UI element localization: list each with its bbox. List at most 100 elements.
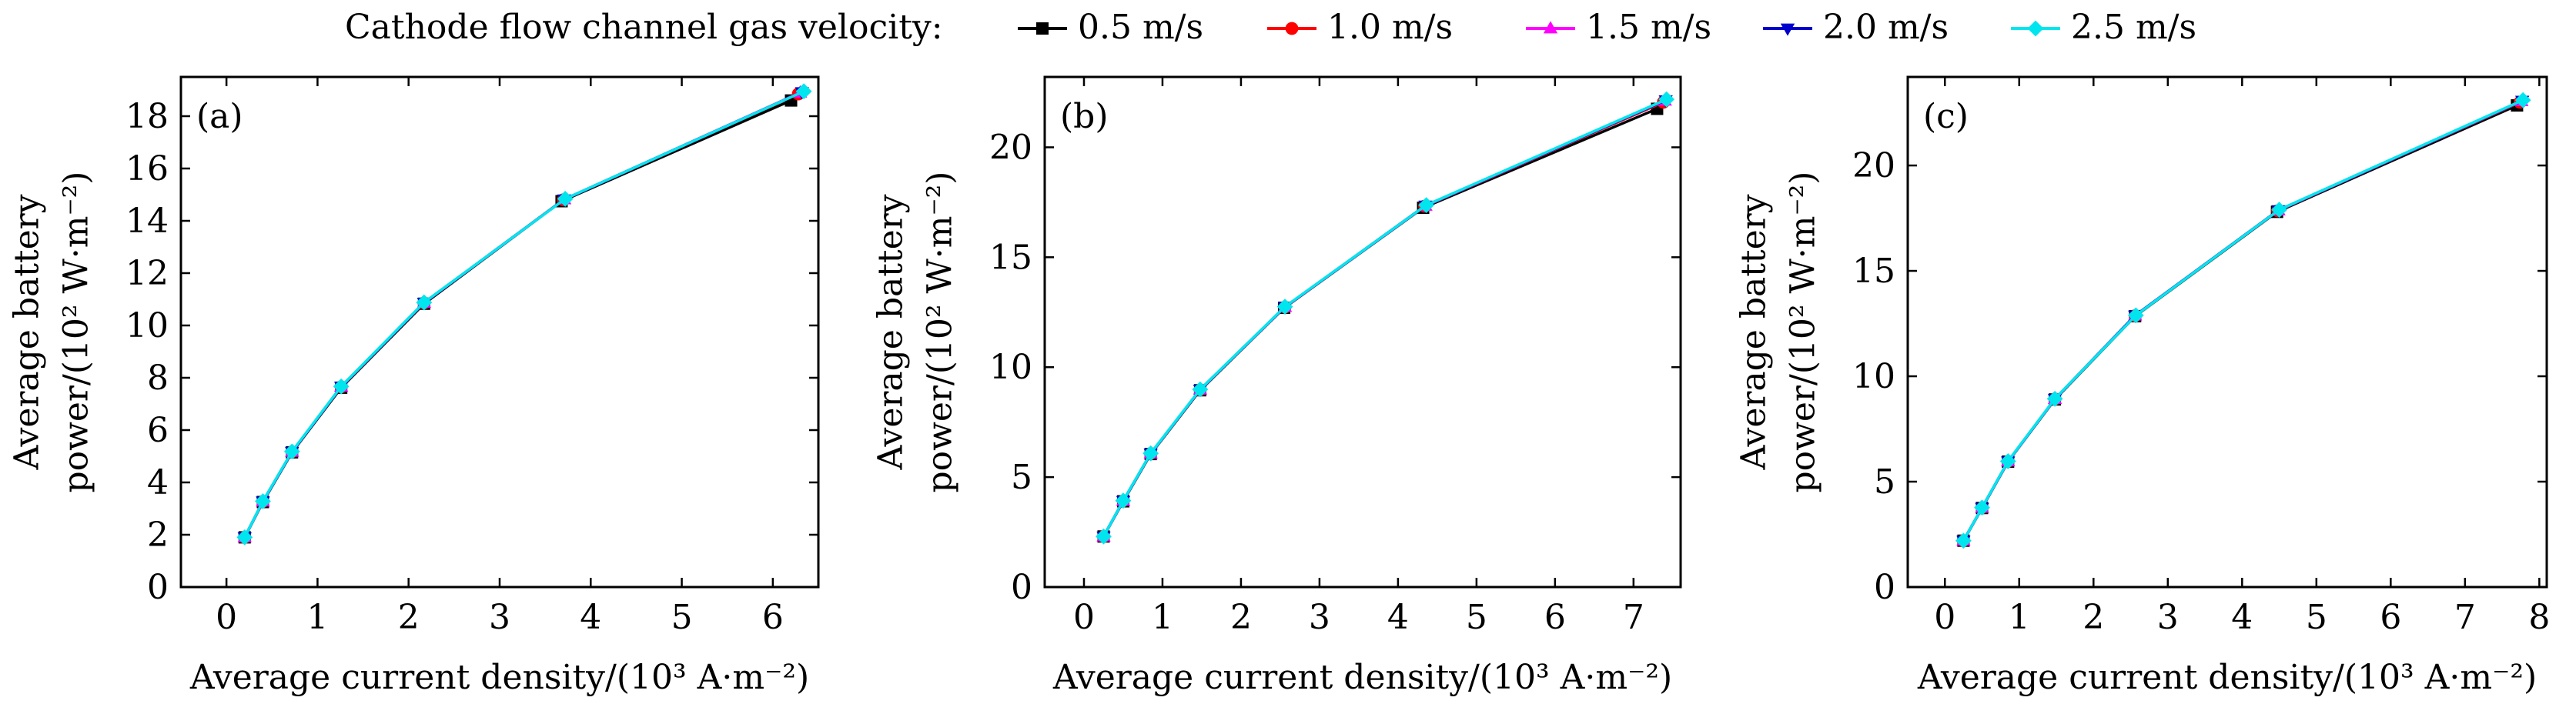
- series-1-0-m-s: [1097, 95, 1670, 543]
- y-axis-title-line2: power/(10² W·m⁻²): [57, 172, 96, 493]
- series-1-0-m-s: [1956, 95, 2527, 548]
- y-tick-label: 5: [1874, 462, 1895, 502]
- x-tick-label: 5: [2306, 598, 2327, 637]
- legend-item-0-5-m-s: 0.5 m/s: [1018, 8, 1203, 47]
- data-point: [2271, 202, 2287, 218]
- x-tick-label: 1: [2009, 598, 2030, 637]
- x-tick-label: 3: [1309, 598, 1330, 637]
- x-tick-label: 3: [2157, 598, 2179, 637]
- data-point: [1096, 528, 1112, 545]
- legend-label: 0.5 m/s: [1078, 8, 1203, 47]
- legend-marker: [1780, 23, 1795, 36]
- series-line: [243, 92, 799, 539]
- series-0-5-m-s: [1097, 102, 1664, 543]
- series-line: [1962, 104, 2518, 542]
- series-line: [243, 90, 805, 539]
- legend-marker: [1036, 22, 1049, 35]
- x-tick-label: 0: [1934, 598, 1955, 637]
- series-line: [1102, 98, 1668, 538]
- legend: Cathode flow channel gas velocity: 0.5 m…: [345, 8, 2196, 47]
- series-line: [1102, 99, 1666, 538]
- series-2-5-m-s: [1955, 92, 2531, 549]
- legend-marker: [2027, 20, 2044, 37]
- y-tick-label: 0: [1011, 568, 1032, 607]
- x-tick-label: 4: [1387, 598, 1409, 637]
- series-2-0-m-s: [1956, 95, 2530, 549]
- y-tick-label: 4: [147, 463, 169, 502]
- y-tick-label: 0: [147, 568, 169, 607]
- legend-label: 1.0 m/s: [1327, 8, 1453, 47]
- series-0-5-m-s: [1957, 98, 2524, 547]
- series-2-0-m-s: [1096, 95, 1673, 544]
- data-point: [1999, 453, 2016, 469]
- x-tick-label: 2: [2083, 598, 2104, 637]
- x-tick-label: 0: [1073, 598, 1095, 637]
- data-point: [795, 83, 812, 100]
- y-tick-label: 15: [989, 238, 1032, 277]
- series-2-0-m-s: [237, 87, 809, 545]
- x-tick-label: 0: [216, 598, 237, 637]
- data-point: [2514, 92, 2531, 108]
- y-tick-label: 8: [147, 359, 169, 398]
- y-tick-label: 0: [1874, 568, 1895, 607]
- x-axis-title: Average current density/(10³ A·m⁻²): [1052, 658, 1672, 697]
- plot-frame: [1906, 75, 2548, 589]
- x-tick-label: 5: [671, 598, 693, 637]
- x-tick-label: 5: [1466, 598, 1487, 637]
- data-point: [1142, 445, 1159, 462]
- y-tick-label: 20: [1852, 146, 1895, 185]
- y-tick-label: 15: [1852, 252, 1895, 291]
- y-tick-label: 6: [147, 411, 169, 450]
- data-point: [1115, 492, 1132, 509]
- x-tick-label: 6: [762, 598, 784, 637]
- series-1-5-m-s: [1956, 93, 2529, 546]
- y-tick-label: 14: [125, 202, 169, 241]
- legend-item-1-5-m-s: 1.5 m/s: [1526, 8, 1711, 47]
- panel-label: (b): [1060, 97, 1109, 136]
- data-point: [2127, 307, 2144, 324]
- y-tick-label: 10: [989, 348, 1032, 387]
- data-point: [416, 294, 433, 311]
- x-axis-title: Average current density/(10³ A·m⁻²): [1917, 658, 2537, 697]
- legend-label: 1.5 m/s: [1586, 8, 1711, 47]
- legend-label: 2.0 m/s: [1823, 8, 1949, 47]
- series-0-5-m-s: [238, 94, 798, 544]
- x-tick-label: 7: [2454, 598, 2476, 637]
- x-tick-label: 4: [580, 598, 601, 637]
- series-1-5-m-s: [237, 85, 808, 542]
- legend-marker: [1543, 21, 1558, 34]
- x-tick-label: 4: [2231, 598, 2253, 637]
- plot-frame: [179, 75, 820, 589]
- legend-items: 0.5 m/s 1.0 m/s 1.5 m/s 2.0 m/s 2.5 m/s: [1018, 8, 2196, 47]
- chart-panel-c: 0 1 2 3 4 5 6 7 8 0 5 10 15 20 (c) Average current dens…: [1735, 75, 2550, 697]
- y-tick-label: 10: [1852, 357, 1895, 396]
- panel-label: (c): [1923, 97, 1969, 136]
- y-axis-title-line2: power/(10² W·m⁻²): [1784, 172, 1823, 493]
- series-line: [243, 98, 792, 539]
- data-point: [236, 529, 253, 546]
- series-line: [1102, 101, 1664, 538]
- series-2-5-m-s: [236, 83, 812, 546]
- x-tick-label: 8: [2528, 598, 2550, 637]
- legend-label: 2.5 m/s: [2071, 8, 2196, 47]
- data-point: [557, 191, 574, 207]
- y-axis-title-line1: Average battery: [871, 194, 911, 470]
- x-tick-label: 6: [2380, 598, 2401, 637]
- y-tick-label: 16: [125, 149, 169, 189]
- x-tick-label: 6: [1544, 598, 1566, 637]
- data-point: [283, 443, 300, 460]
- panel-label: (a): [196, 97, 243, 136]
- series-1-5-m-s: [1096, 93, 1672, 542]
- series-line: [243, 91, 803, 539]
- series-line: [1962, 101, 2521, 542]
- series-line: [1962, 98, 2524, 542]
- y-axis-title-line2: power/(10² W·m⁻²): [921, 172, 960, 493]
- legend-title: Cathode flow channel gas velocity:: [345, 8, 943, 47]
- x-tick-label: 1: [1152, 598, 1173, 637]
- series-line: [1962, 99, 2522, 542]
- x-tick-label: 1: [306, 598, 328, 637]
- y-tick-label: 18: [125, 97, 169, 136]
- x-axis-title: Average current density/(10³ A·m⁻²): [189, 658, 809, 697]
- y-axis-title-line1: Average battery: [8, 194, 47, 470]
- y-tick-label: 2: [147, 515, 169, 555]
